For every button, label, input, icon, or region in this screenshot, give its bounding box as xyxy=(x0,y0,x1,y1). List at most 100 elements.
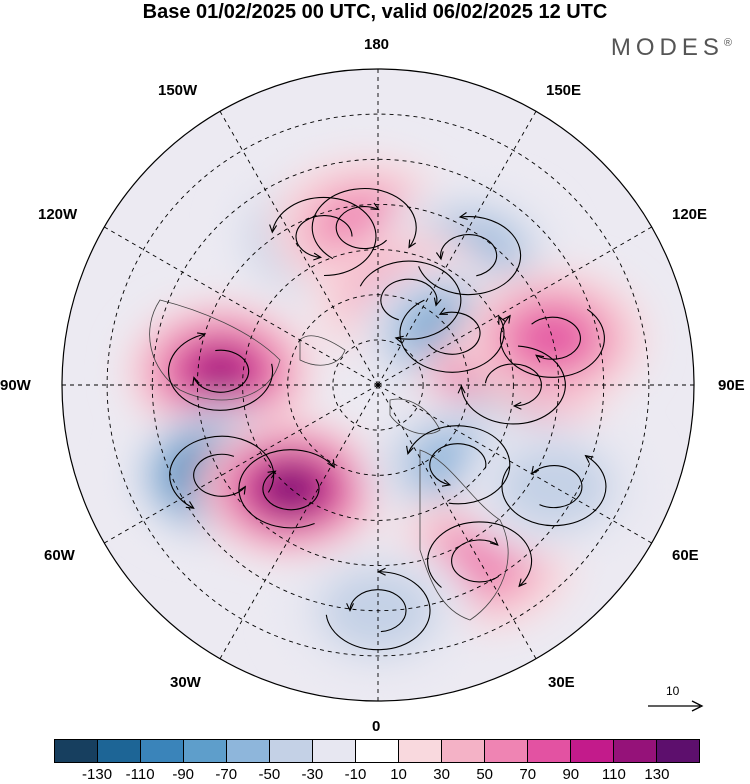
reference-vector-arrow xyxy=(648,700,704,712)
streamline xyxy=(427,521,533,588)
streamline xyxy=(335,206,387,250)
colorbar-tick-label: 90 xyxy=(562,766,580,783)
colorbar-ticks: -130 -110 -90 -70 -50 -30 -10 10 30 50 70 90 110 130 xyxy=(0,766,750,784)
streamline-arrowhead xyxy=(518,578,527,588)
colorbar-segment xyxy=(571,740,614,762)
streamline-arrowhead xyxy=(535,354,545,363)
streamline-arrowhead xyxy=(185,501,195,509)
colorbar-segment xyxy=(98,740,141,762)
streamline-arrowhead xyxy=(438,307,448,315)
streamline xyxy=(427,311,481,355)
graticule xyxy=(62,69,694,701)
lon-label-90e: 90E xyxy=(718,377,745,394)
lon-label-60e: 60E xyxy=(672,547,699,564)
colorbar-tick-label: -130 xyxy=(82,766,113,783)
streamline-arrowhead xyxy=(406,445,414,456)
streamline xyxy=(460,345,566,425)
colorbar-tick-label: -50 xyxy=(258,766,281,783)
streamline-arrowhead xyxy=(197,332,207,340)
streamline xyxy=(295,215,353,258)
lon-label-150w: 150W xyxy=(158,82,198,99)
streamline-arrowhead xyxy=(267,470,277,479)
brand-logo: MODES® xyxy=(611,34,732,62)
streamline-arrowhead xyxy=(346,603,354,612)
lon-label-30w: 30W xyxy=(170,674,201,691)
streamline xyxy=(262,470,320,511)
streamline-arrowhead xyxy=(192,376,200,386)
colorbar-segment xyxy=(227,740,270,762)
streamline xyxy=(399,299,505,373)
colorbar-tick-label: 70 xyxy=(519,766,537,783)
streamline-arrowhead xyxy=(238,485,246,495)
streamline xyxy=(311,188,417,260)
streamline xyxy=(359,260,462,340)
colorbar-tick-label: 50 xyxy=(476,766,493,783)
streamline-arrowhead xyxy=(584,454,594,463)
streamline-arrowhead xyxy=(433,297,442,307)
lon-label-90w: 90W xyxy=(0,377,31,394)
streamline xyxy=(407,425,511,505)
streamline xyxy=(499,308,605,378)
streamline xyxy=(238,449,335,529)
colorbar-segment xyxy=(356,740,399,762)
colorbar-segment xyxy=(399,740,442,762)
streamline-arrowhead xyxy=(394,335,404,344)
streamline xyxy=(168,333,274,411)
streamline xyxy=(531,465,583,509)
streamline xyxy=(501,455,607,527)
lon-label-60w: 60W xyxy=(44,547,75,564)
colorbar-segment xyxy=(184,740,227,762)
streamline-arrowhead xyxy=(377,567,386,576)
streamline xyxy=(484,363,542,407)
colorbar-segment xyxy=(55,740,98,762)
colorbar-tick-label: -110 xyxy=(125,766,155,783)
lon-label-150e: 150E xyxy=(546,82,582,99)
lon-label-0: 0 xyxy=(372,718,381,735)
streamline-arrowhead xyxy=(498,315,506,325)
colorbar-tick-label: 130 xyxy=(644,766,670,783)
anomaly-center-7 xyxy=(197,354,244,389)
streamline xyxy=(325,571,431,651)
streamline xyxy=(349,589,407,633)
chart-title: Base 01/02/2025 00 UTC, valid 06/02/2025… xyxy=(142,1,608,23)
lon-label-30e: 30E xyxy=(548,674,575,691)
colorbar-tick-label: 10 xyxy=(390,766,407,783)
latitude-circle xyxy=(106,113,650,657)
streamline-arrowhead xyxy=(489,537,499,546)
streamline-arrowhead xyxy=(327,459,335,469)
streamline xyxy=(429,443,487,486)
colorbar-tick-label: -10 xyxy=(344,766,367,783)
streamline-arrowhead xyxy=(530,465,540,475)
coastlines xyxy=(149,299,509,621)
streamline xyxy=(440,234,498,277)
colorbar-tick-label: -70 xyxy=(215,766,238,783)
streamline-arrowhead xyxy=(408,239,417,249)
streamline-arrowhead xyxy=(457,384,466,394)
colorbar-tick-label: 30 xyxy=(433,766,450,783)
streamline-arrowhead xyxy=(441,479,452,487)
anomaly-center-6 xyxy=(519,314,586,363)
colorbar-segment xyxy=(270,740,313,762)
streamline-arrowhead xyxy=(370,202,380,211)
colorbar-tick-label: -90 xyxy=(172,766,195,783)
streamline-arrowhead xyxy=(269,224,278,234)
streamline xyxy=(193,349,250,393)
colorbar-segment xyxy=(485,740,528,762)
map-border xyxy=(61,68,695,702)
brand-name: MODES xyxy=(610,34,724,61)
lon-label-120e: 120E xyxy=(672,206,708,223)
streamline xyxy=(380,278,438,321)
colorbar-tick-label: -30 xyxy=(301,766,324,783)
streamline-arrowhead xyxy=(502,314,511,324)
lon-label-180: 180 xyxy=(364,36,390,53)
colorbar-segment xyxy=(442,740,485,762)
lon-label-120w: 120W xyxy=(38,206,78,223)
streamline xyxy=(418,216,522,296)
colorbar-tick-label: 110 xyxy=(601,766,626,783)
colorbar xyxy=(54,739,700,763)
streamline xyxy=(193,453,246,497)
streamlines xyxy=(168,188,607,651)
latitude-circle xyxy=(196,203,560,567)
polar-map xyxy=(61,68,695,702)
colorbar-segment xyxy=(528,740,571,762)
